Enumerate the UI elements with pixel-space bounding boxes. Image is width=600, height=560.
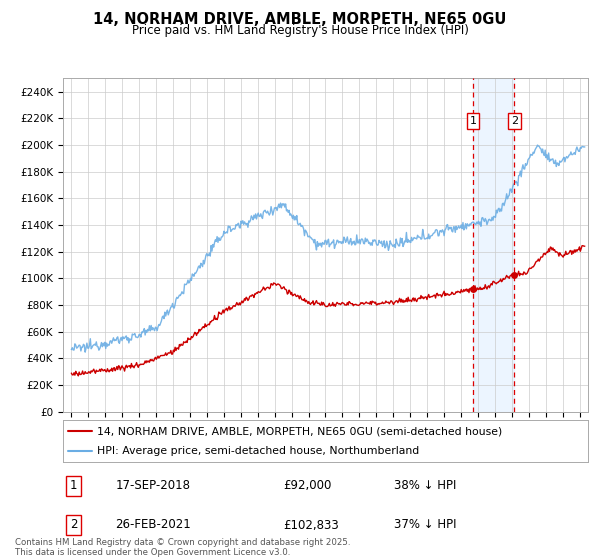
Text: 17-SEP-2018: 17-SEP-2018 (115, 479, 191, 492)
Text: 2: 2 (511, 116, 518, 126)
Text: £92,000: £92,000 (284, 479, 332, 492)
Text: 14, NORHAM DRIVE, AMBLE, MORPETH, NE65 0GU: 14, NORHAM DRIVE, AMBLE, MORPETH, NE65 0… (94, 12, 506, 27)
Text: 38% ↓ HPI: 38% ↓ HPI (394, 479, 456, 492)
Text: 1: 1 (470, 116, 476, 126)
Text: 2: 2 (70, 519, 77, 531)
Text: 1: 1 (70, 479, 77, 492)
Text: HPI: Average price, semi-detached house, Northumberland: HPI: Average price, semi-detached house,… (97, 446, 419, 456)
Text: 37% ↓ HPI: 37% ↓ HPI (394, 519, 456, 531)
Text: 14, NORHAM DRIVE, AMBLE, MORPETH, NE65 0GU (semi-detached house): 14, NORHAM DRIVE, AMBLE, MORPETH, NE65 0… (97, 426, 502, 436)
Text: £102,833: £102,833 (284, 519, 339, 531)
Text: Price paid vs. HM Land Registry's House Price Index (HPI): Price paid vs. HM Land Registry's House … (131, 24, 469, 36)
Text: Contains HM Land Registry data © Crown copyright and database right 2025.
This d: Contains HM Land Registry data © Crown c… (15, 538, 350, 557)
Bar (473, 78, 514, 412)
Text: 26-FEB-2021: 26-FEB-2021 (115, 519, 191, 531)
